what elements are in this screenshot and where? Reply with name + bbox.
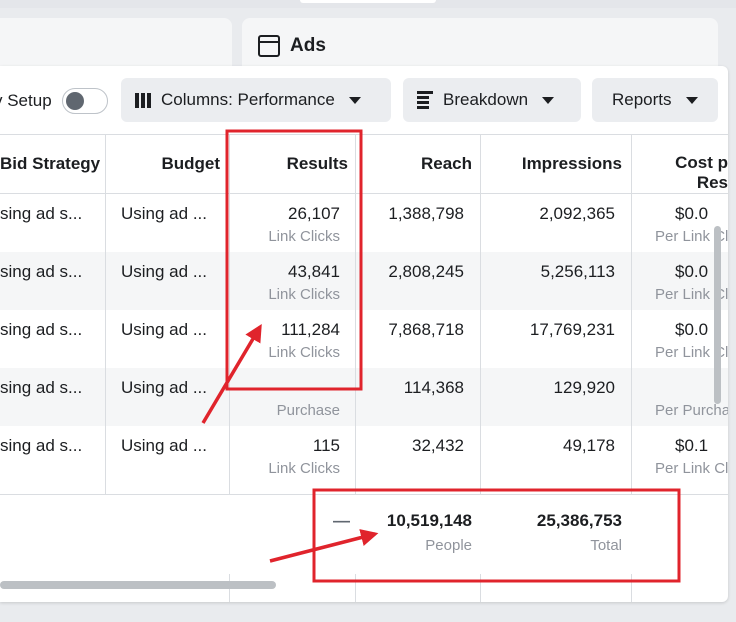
cell-reach: 114,368: [403, 378, 464, 397]
total-impressions: 25,386,753: [536, 511, 622, 530]
header-budget[interactable]: Budget: [161, 154, 220, 173]
cell-results-type: Link Clicks: [268, 228, 340, 245]
table-row[interactable]: sing ad s... Using ad ... 111,284 Link Clic…: [0, 310, 728, 368]
cell-impressions: 129,920: [553, 378, 615, 397]
total-reach-sub: People: [425, 537, 472, 554]
table-row[interactable]: sing ad s... Using ad ... — Purchase 114,368…: [0, 368, 728, 426]
cell-results-type: Link Clicks: [268, 344, 340, 361]
setup-toggle[interactable]: [61, 88, 108, 114]
cell-budget: Using ad ...: [121, 436, 207, 455]
cell-impressions: 49,178: [563, 436, 615, 455]
cell-budget: Using ad ...: [121, 378, 207, 397]
cell-cost-type: Per Link Cli: [655, 460, 728, 477]
cell-impressions: 5,256,113: [540, 262, 615, 281]
cell-impressions: 2,092,365: [539, 204, 615, 223]
header-bid-strategy[interactable]: Bid Strategy: [0, 154, 101, 173]
toolbar: v Setup Columns: Performance Breakdown R…: [0, 66, 728, 134]
ads-manager-panel: v Setup Columns: Performance Breakdown R…: [0, 66, 728, 602]
cell-cost-type: Per Purcha: [655, 402, 728, 419]
setup-toggle-group: v Setup: [0, 88, 108, 114]
reports-button-label: Reports: [612, 90, 672, 109]
setup-label: v Setup: [0, 91, 52, 110]
cell-results-type: Purchase: [276, 402, 340, 419]
column-divider: [480, 134, 481, 602]
left-tab-panel[interactable]: [0, 18, 232, 72]
cell-cost-type: Per Link Cli: [655, 228, 728, 245]
chevron-down-icon: [348, 96, 361, 104]
cell-results-type: Link Clicks: [268, 286, 340, 303]
vertical-scrollbar[interactable]: [714, 226, 721, 404]
cell-bid-strategy: sing ad s...: [0, 320, 83, 339]
header-impressions[interactable]: Impressions: [521, 154, 622, 173]
cell-reach: 32,432: [412, 436, 464, 455]
window-icon: [258, 35, 280, 57]
cell-results-type: Link Clicks: [268, 460, 340, 477]
ads-tab-title: Ads: [290, 35, 326, 56]
cell-budget: Using ad ...: [121, 320, 207, 339]
header-results[interactable]: Results: [286, 154, 348, 173]
ads-tab[interactable]: Ads: [242, 18, 718, 74]
cell-results: 111,284: [281, 320, 340, 339]
breakdown-button-label: Breakdown: [443, 90, 529, 109]
table-row[interactable]: sing ad s... Using ad ... 26,107 Link Click…: [0, 194, 728, 252]
cell-cost: $0.0: [675, 204, 709, 223]
cell-bid-strategy: sing ad s...: [0, 436, 83, 455]
reports-button[interactable]: Reports: [592, 78, 718, 122]
header-cost-per-result[interactable]: Cost p Res: [675, 153, 728, 192]
cell-impressions: 17,769,231: [529, 320, 615, 339]
cell-bid-strategy: sing ad s...: [0, 204, 83, 223]
chevron-down-icon: [542, 96, 555, 104]
table-header: Bid Strategy Budget Results Reach Impres…: [0, 134, 728, 194]
cell-cost: $0.0: [675, 320, 709, 339]
breakdown-button[interactable]: Breakdown: [403, 78, 581, 122]
table-row[interactable]: sing ad s... Using ad ... 43,841 Link Click…: [0, 252, 728, 310]
top-strip: [0, 0, 736, 8]
cell-cost-type: Per Link Cli: [655, 344, 728, 361]
cell-cost-type: Per Link Cli: [655, 286, 728, 303]
header-reach[interactable]: Reach: [420, 154, 472, 173]
columns-button-label: Columns: Performance: [161, 90, 335, 109]
columns-icon: [135, 92, 151, 108]
totals-row: — 10,519,148 People 25,386,753 Total: [0, 494, 728, 574]
cell-reach: 1,388,798: [388, 204, 464, 223]
column-divider: [105, 134, 106, 562]
total-reach: 10,519,148: [386, 511, 472, 530]
tab-edge: [300, 0, 436, 3]
cell-results: —: [323, 378, 340, 397]
breakdown-icon: [417, 91, 433, 109]
column-divider: [631, 134, 632, 602]
cell-results: 43,841: [288, 262, 340, 281]
chevron-down-icon: [685, 96, 698, 104]
cell-reach: 2,808,245: [388, 262, 464, 281]
cell-cost: $0.0: [675, 262, 709, 281]
cell-bid-strategy: sing ad s...: [0, 262, 83, 281]
table-row[interactable]: sing ad s... Using ad ... 115 Link Clicks 32…: [0, 426, 728, 484]
cell-reach: 7,868,718: [388, 320, 464, 339]
toggle-knob: [65, 92, 84, 110]
cell-results: 115: [312, 436, 340, 455]
cell-budget: Using ad ...: [121, 262, 207, 281]
total-results: —: [333, 511, 350, 530]
cell-results: 26,107: [288, 204, 340, 223]
total-impressions-sub: Total: [590, 537, 622, 554]
horizontal-scrollbar[interactable]: [0, 581, 276, 589]
columns-button[interactable]: Columns: Performance: [121, 78, 391, 122]
cell-bid-strategy: sing ad s...: [0, 378, 83, 397]
cell-budget: Using ad ...: [121, 204, 207, 223]
cell-cost: $0.1: [675, 436, 709, 455]
